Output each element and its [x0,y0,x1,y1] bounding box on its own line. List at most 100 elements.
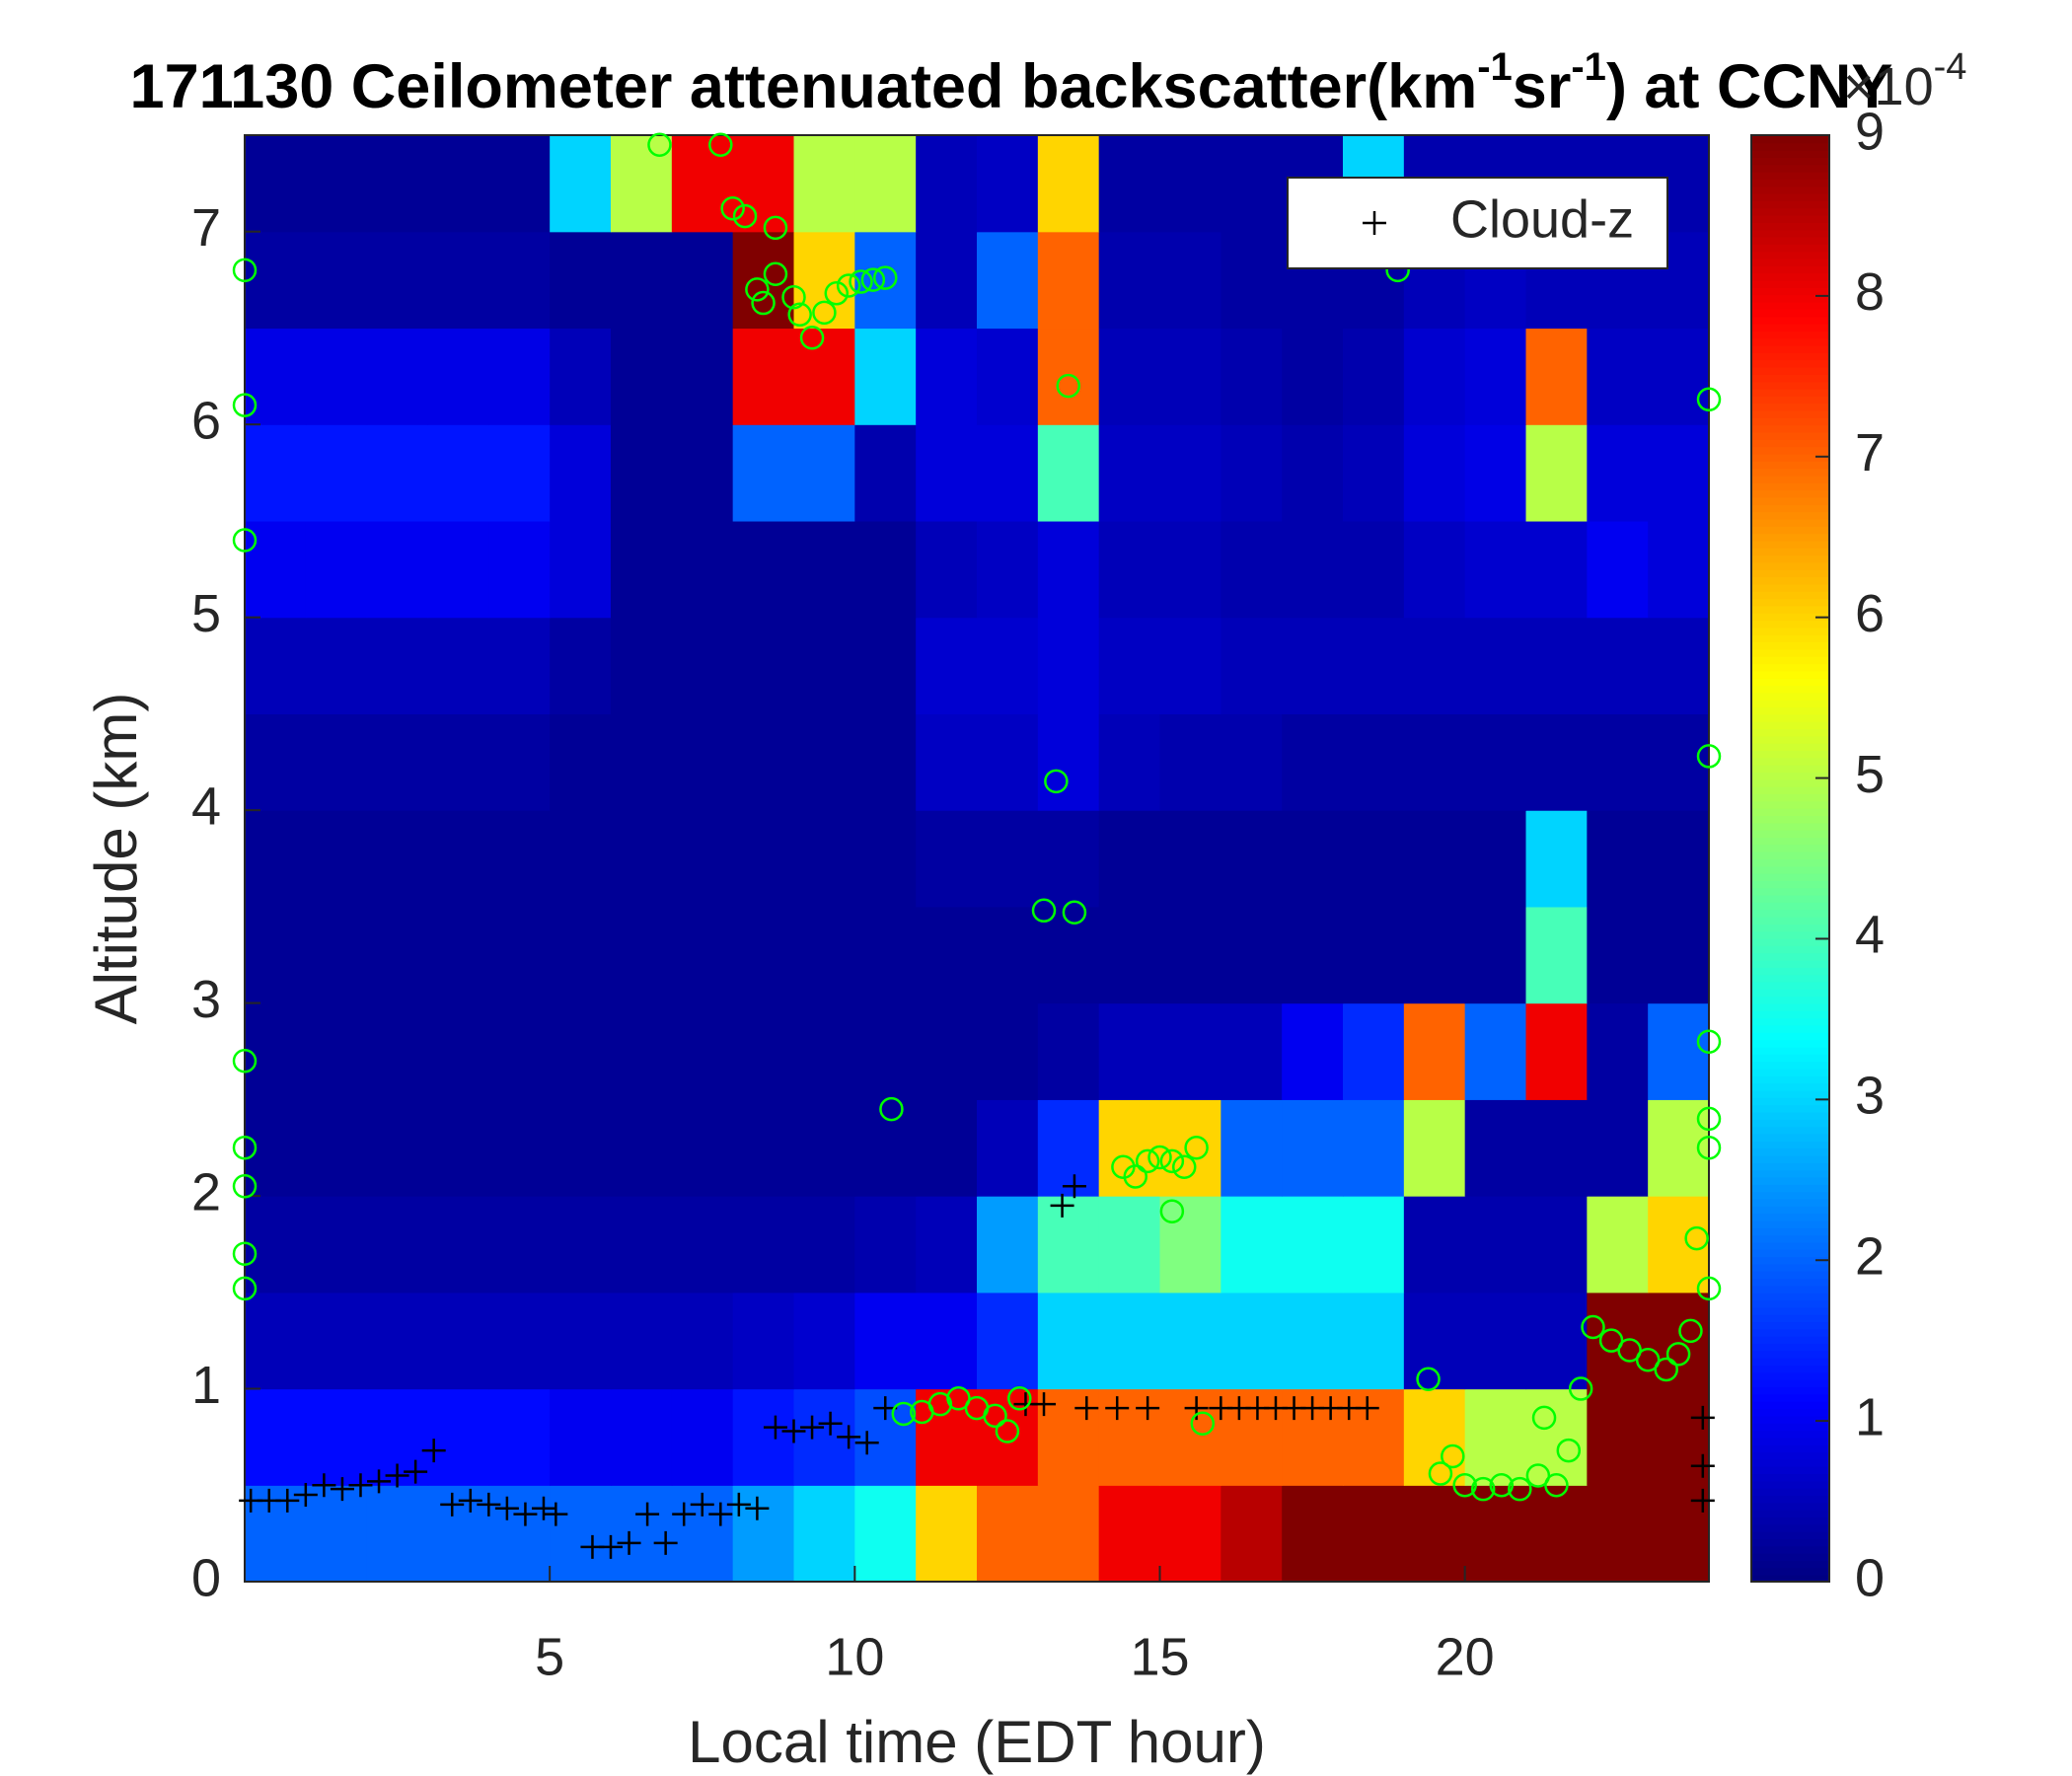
heatmap-cell [854,1196,917,1294]
heatmap-cell [854,1292,917,1390]
colorbar-segment [1751,1285,1829,1294]
colorbar-segment [1751,988,1829,998]
heatmap-cell [1403,1196,1466,1294]
heatmap-cell [793,1292,855,1390]
heatmap-cell [1098,328,1161,425]
colorbar-segment [1751,1053,1829,1063]
heatmap-cell [671,135,734,233]
colorbar-segment [1751,728,1829,737]
heatmap-cell [732,1292,795,1390]
colorbar-segment [1751,1176,1829,1185]
heatmap-cell [1221,520,1283,619]
heatmap-cell [977,424,1039,522]
heatmap-cell [245,1002,307,1100]
heatmap-cell [1343,1099,1405,1197]
heatmap-cell [916,810,978,908]
heatmap-cell [305,617,368,714]
heatmap-cell [1282,424,1344,522]
heatmap-cell [1464,713,1527,811]
heatmap-cell [1343,424,1405,522]
circle-marker [1428,1461,1453,1486]
colorbar-segment [1751,272,1829,281]
heatmap-cell [1343,328,1405,425]
heatmap-cell [1525,810,1588,908]
colorbar-segment [1751,1365,1829,1373]
cloud-marker [385,1463,409,1488]
colorbar-segment [1751,344,1829,353]
heatmap-cell [1587,424,1649,522]
colorbar-segment [1751,525,1829,535]
circle-marker [1581,1314,1605,1340]
circle-marker [1556,1438,1582,1463]
heatmap-cell [1464,1485,1527,1583]
heatmap-cell [1037,1292,1100,1390]
colorbar-segment [1751,670,1829,679]
heatmap-cell [1221,1388,1283,1486]
heatmap-cell [793,231,855,330]
heatmap-cell [1403,1099,1466,1197]
colorbar-segment [1751,1313,1829,1323]
heatmap-cell [732,135,795,233]
heatmap-cell [1587,1099,1649,1197]
colorbar-segment [1751,1096,1829,1106]
heatmap-cell [1098,135,1161,233]
colorbar-segment [1751,453,1829,462]
colorbar-segment [1751,178,1829,187]
colorbar-segment [1751,1089,1829,1098]
colorbar-segment [1751,879,1829,889]
colorbar-segment [1751,887,1829,896]
colorbar-segment [1751,359,1829,368]
colorbar-segment [1751,207,1829,216]
cloud-marker [800,1415,825,1440]
cloud-marker [293,1483,318,1508]
circle-marker [787,302,812,328]
heatmap-cell [245,135,307,233]
heatmap-cell [1098,231,1161,330]
colorbar-segment [1751,959,1829,968]
heatmap-cell [611,617,673,714]
heatmap-cell [1403,1485,1466,1583]
heatmap-cell [1221,424,1283,522]
heatmap-cell [1159,1196,1221,1294]
heatmap-cell [1587,713,1649,811]
heatmap-cell [611,1485,673,1583]
heatmap-cell [1159,520,1221,619]
cloud-marker [531,1496,555,1520]
circle-marker [1031,898,1057,924]
heatmap-cell [1159,1485,1221,1583]
cloud-marker [708,1502,733,1526]
colorbar-segment [1751,460,1829,470]
heatmap-cell [427,1292,489,1390]
heatmap-cell [854,135,917,233]
cloud-marker [1136,1396,1160,1421]
heatmap-cell [611,135,673,233]
heatmap-cell [1525,1002,1588,1100]
heatmap-cell [1282,1002,1344,1100]
heatmap-cell [550,810,612,908]
circle-marker [1678,1318,1703,1344]
heatmap-cell [977,520,1039,619]
circle-marker [1147,1145,1172,1170]
circle-marker [1508,1476,1532,1502]
circle-marker [1441,1443,1465,1469]
colorbar-segment [1751,1335,1829,1345]
heatmap-cell [1037,1002,1100,1100]
colorbar-segment [1751,1169,1829,1178]
cloud-marker [440,1492,465,1517]
heatmap-cell [732,328,795,425]
heatmap-cell [611,424,673,522]
circle-marker [232,1135,258,1160]
heatmap-cell [1037,135,1100,233]
heatmap-cell [671,1196,734,1294]
colorbar-segment [1751,243,1829,253]
colorbar-segment [1751,1545,1829,1554]
heatmap-cell [1159,135,1221,233]
cloud-marker [348,1473,373,1498]
heatmap-cell [1343,713,1405,811]
colorbar-segment [1751,865,1829,874]
colorbar-segment [1751,807,1829,817]
heatmap-cell [611,810,673,908]
colorbar-segment [1751,822,1829,831]
heatmap-cell [427,520,489,619]
heatmap-cell [611,328,673,425]
